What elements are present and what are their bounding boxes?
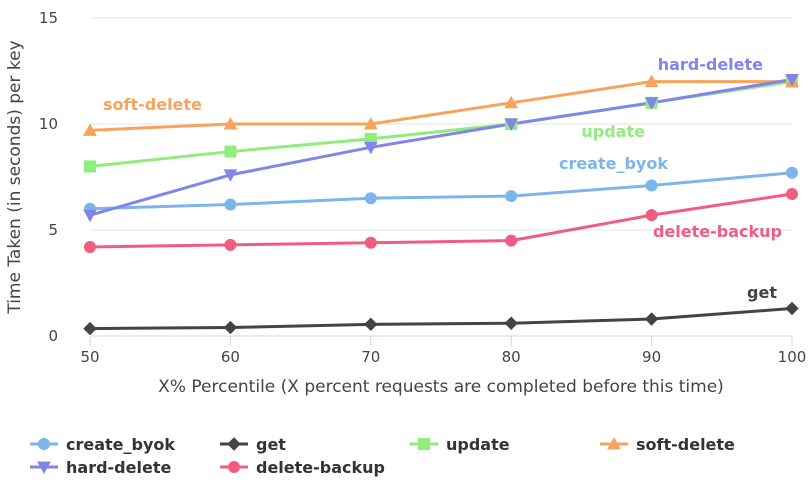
y-tick-label: 10 [39,115,58,133]
data-point-get [83,321,97,336]
data-point-hard-delete [644,97,659,110]
data-points [83,73,799,336]
legend-label: update [446,435,510,454]
y-axis-title: Time Taken (in seconds) per key [5,40,25,314]
annotation-create_byok: create_byok [559,154,668,173]
data-point-create_byok [505,190,518,203]
data-point-get [364,317,378,332]
data-point-update [224,145,237,158]
series-line-delete-backup [88,192,794,249]
data-point-delete-backup [505,234,518,247]
data-point-delete-backup [224,238,237,251]
data-point-soft-delete [363,116,378,130]
legend-label: hard-delete [66,458,171,477]
legend-marker [418,438,430,450]
x-tick-label: 90 [642,348,661,366]
annotation-hard-delete: hard-delete [658,55,763,74]
data-point-create_byok [645,179,658,192]
data-point-hard-delete [363,141,378,155]
legend-marker [227,437,241,451]
data-point-create_byok [224,198,237,211]
data-point-delete-backup [364,236,377,249]
data-point-delete-backup [84,240,96,253]
series-line-get [88,306,794,331]
legend-item-create_byok[interactable]: create_byok [30,435,175,454]
legend-label: delete-backup [256,458,385,477]
legend-marker [607,436,621,450]
legend-item-get[interactable]: get [220,435,286,454]
data-point-soft-delete [504,95,519,109]
annotation-get: get [747,283,777,302]
data-point-soft-delete [644,74,659,88]
data-point-create_byok [786,166,798,179]
y-tick-label: 0 [48,327,58,345]
annotation-soft-delete: soft-delete [103,95,202,114]
series-annotations: soft-delete hard-delete update create_byokd… [103,55,782,302]
legend: create_byok get update soft-delete hard-dele… [30,435,735,477]
x-tick-label: 100 [778,348,807,366]
data-point-create_byok [364,192,377,205]
legend-marker [37,461,51,475]
legend-item-update[interactable]: update [410,435,510,454]
data-point-soft-delete [223,116,238,130]
data-point-get [504,316,518,330]
series-line-hard-delete [88,77,794,217]
data-point-soft-delete [83,123,97,136]
legend-label: create_byok [66,435,175,454]
series-line-create_byok [88,171,794,211]
x-tick-label: 80 [502,348,521,366]
legend-marker [38,438,50,450]
data-point-get [644,312,659,326]
data-point-hard-delete [223,169,238,182]
data-point-hard-delete [785,73,799,87]
y-tick-label: 15 [39,9,58,27]
data-point-get [223,320,238,335]
x-tick-label: 60 [221,348,240,366]
legend-label: get [256,435,286,454]
annotation-delete-backup: delete-backup [653,222,782,241]
data-point-get [785,301,799,316]
data-point-hard-delete [504,118,519,132]
x-tick-label: 70 [361,348,380,366]
legend-item-soft-delete[interactable]: soft-delete [600,435,735,454]
legend-item-delete-backup[interactable]: delete-backup [220,458,385,477]
data-point-hard-delete [83,209,97,223]
axes: 0 5 10 15 50 60 70 80 90 100 X% Percentile (X perc… [5,9,806,397]
x-tick-label: 50 [80,348,99,366]
legend-label: soft-delete [636,435,735,454]
series-line-soft-delete [88,80,794,132]
annotation-update: update [581,122,645,141]
legend-marker [228,461,240,473]
x-axis-title: X% Percentile (X percent requests are co… [158,377,724,397]
y-tick-label: 5 [48,221,58,239]
series-lines [88,77,794,331]
data-point-delete-backup [786,187,798,200]
legend-item-hard-delete[interactable]: hard-delete [30,458,171,477]
data-point-update [84,160,96,173]
data-point-delete-backup [645,209,658,222]
